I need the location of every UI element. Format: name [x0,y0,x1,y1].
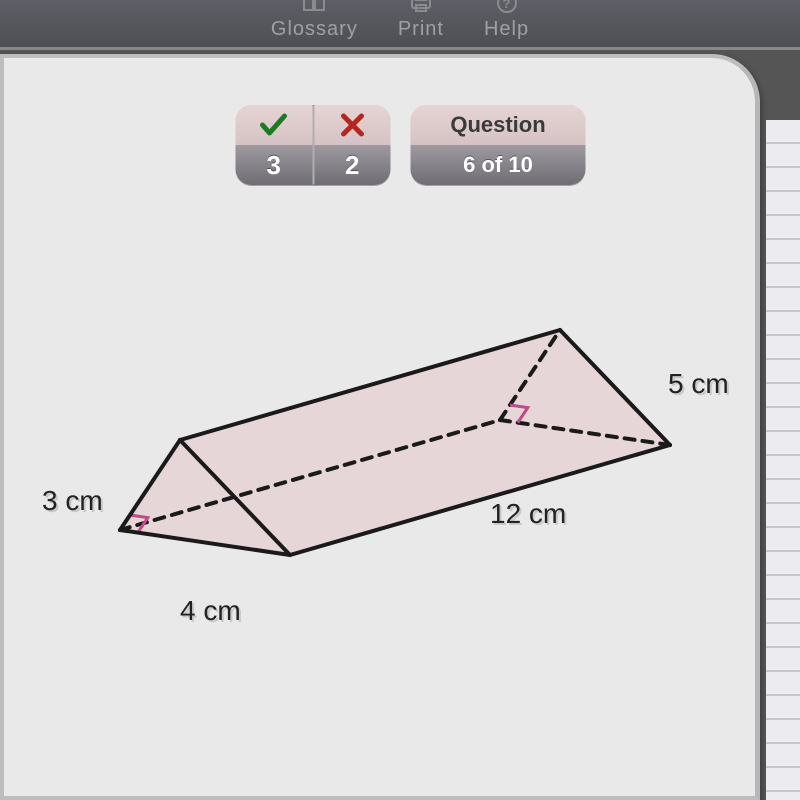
printer-icon [408,0,434,16]
toolbar-label: Glossary [271,18,358,41]
toolbar-label: Print [398,18,444,41]
toolbar-item-glossary[interactable]: Glossary [271,0,358,41]
question-title: Question [411,105,586,145]
book-icon [301,0,327,16]
help-icon: ? [494,0,520,16]
svg-text:?: ? [502,0,511,11]
score-badge: 3 2 [236,105,391,185]
wrong-count: 2 [314,145,391,185]
status-badges: 3 2 Question 6 of 10 [236,105,586,185]
toolbar-label: Help [484,18,529,41]
toolbar-item-help[interactable]: ? Help [484,0,529,41]
question-badge: Question 6 of 10 [411,105,586,185]
dimension-label: 12 cm [490,498,566,530]
notebook-margin [766,120,800,800]
question-progress: 6 of 10 [411,145,586,185]
prism-svg [60,250,700,610]
check-icon [236,105,313,145]
dimension-label: 4 cm [180,595,241,627]
cross-icon [314,105,391,145]
correct-count: 3 [236,145,313,185]
prism-diagram: 3 cm4 cm12 cm5 cm [60,250,700,610]
dimension-label: 3 cm [42,485,103,517]
dimension-label: 5 cm [668,368,729,400]
top-toolbar: Glossary Print ? Help [0,0,800,50]
toolbar-item-print[interactable]: Print [398,0,444,41]
